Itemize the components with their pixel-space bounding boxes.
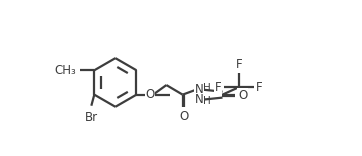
Text: F: F [215, 81, 222, 94]
Text: H: H [203, 83, 211, 93]
Text: CH₃: CH₃ [54, 64, 76, 77]
Text: H: H [203, 96, 211, 106]
Text: O: O [146, 88, 155, 101]
Text: F: F [256, 81, 262, 94]
Text: O: O [238, 89, 247, 102]
Text: Br: Br [85, 111, 98, 124]
Text: O: O [179, 110, 188, 123]
Text: N: N [194, 83, 203, 96]
Text: N: N [194, 93, 203, 106]
Text: F: F [235, 58, 242, 71]
